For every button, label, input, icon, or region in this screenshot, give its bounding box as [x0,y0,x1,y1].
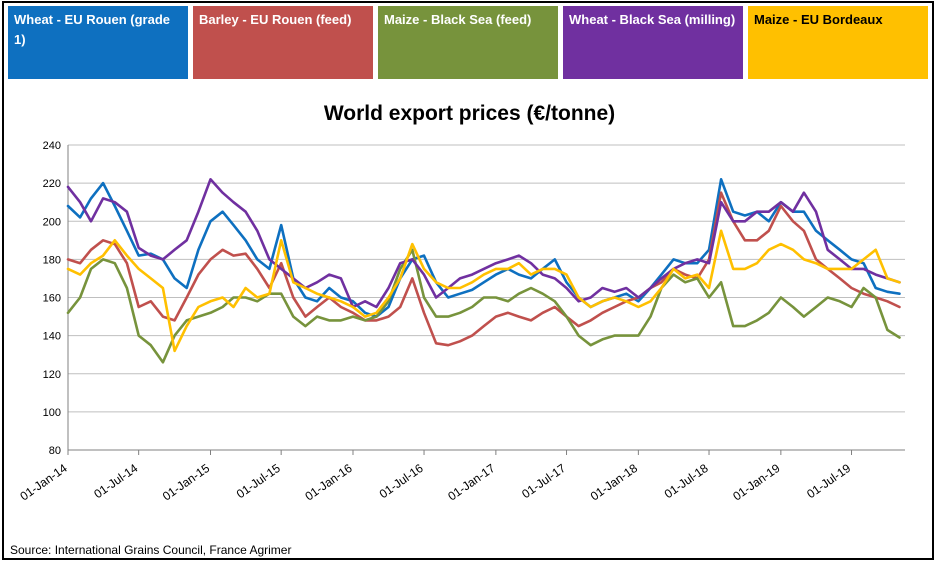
series-line-4 [66,229,901,353]
series-line-2 [66,248,901,364]
y-tick-label: 100 [43,407,61,419]
x-tick-label: 01-Jan-18 [588,461,641,504]
y-tick-label: 180 [43,254,61,266]
y-tick-label: 140 [43,331,61,343]
y-tick-label: 240 [43,140,61,152]
x-tick-label: 01-Jan-19 [730,461,783,504]
y-tick-label: 120 [43,369,61,381]
y-tick-label: 200 [43,216,61,228]
x-tick-label: 01-Jan-15 [160,461,213,504]
series-line-3 [66,178,901,309]
y-tick-label: 160 [43,293,61,305]
x-tick-label: 01-Jan-14 [17,461,70,504]
x-tick-label: 01-Jul-14 [91,461,140,501]
chart-title: World export prices (€/tonne) [323,102,616,125]
legend-tile-wheat-eu-rouen: Wheat - EU Rouen (grade 1) [8,6,188,79]
x-tick-label: 01-Jan-16 [302,461,355,504]
y-tick-label: 220 [43,178,61,190]
x-tick-label: 01-Jul-15 [234,461,283,501]
legend-tile-maize-eu-bordeaux: Maize - EU Bordeaux [748,6,928,79]
legend-tile-barley-eu-rouen: Barley - EU Rouen (feed) [193,6,373,79]
x-tick-label: 01-Jul-17 [519,461,568,501]
x-tick-label: 01-Jan-17 [445,461,498,504]
y-tick-label: 80 [49,445,61,457]
series-line-0 [66,178,901,318]
x-tick-label: 01-Jul-16 [377,461,426,501]
x-tick-label: 01-Jul-18 [662,461,711,501]
source-note: Source: International Grains Council, Fr… [10,543,292,557]
legend-tile-wheat-black-sea: Wheat - Black Sea (milling) [563,6,743,79]
x-tick-label: 01-Jul-19 [804,461,853,501]
series-line-1 [66,191,901,347]
legend-tile-maize-black-sea: Maize - Black Sea (feed) [378,6,558,79]
